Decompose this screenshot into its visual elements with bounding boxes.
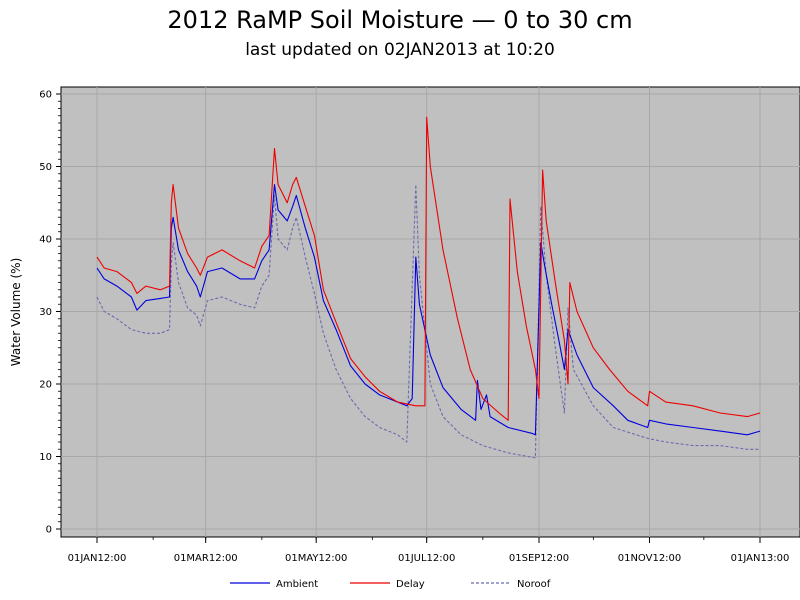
chart-title: 2012 RaMP Soil Moisture — 0 to 30 cm [167, 6, 633, 34]
series-layer [96, 116, 761, 459]
series-line-noroof [96, 184, 760, 459]
y-tick-label: 10 [39, 452, 52, 463]
x-tick-label: 01SEP12:00 [509, 553, 569, 564]
y-axis: 0 10 20 30 40 50 60 [39, 90, 61, 536]
legend-label-delay: Delay [396, 579, 425, 590]
y-tick-label: 20 [39, 380, 52, 391]
legend-label-noroof: Noroof [517, 579, 551, 590]
x-tick-label: 01MAR12:00 [174, 553, 238, 564]
y-tick-label: 30 [39, 307, 52, 318]
y-tick-label: 50 [39, 162, 52, 173]
y-tick-label: 40 [39, 235, 52, 246]
x-tick-label: 01JUL12:00 [398, 553, 455, 564]
y-tick-label: 0 [46, 525, 52, 536]
x-tick-label: 01MAY12:00 [285, 553, 347, 564]
x-tick-label: 01NOV12:00 [618, 553, 682, 564]
legend: Ambient Delay Noroof [230, 579, 551, 590]
y-axis-label: Water Volume (%) [9, 258, 23, 367]
grid-lines [61, 87, 800, 537]
legend-label-ambient: Ambient [276, 579, 318, 590]
chart-subtitle: last updated on 02JAN2013 at 10:20 [245, 40, 555, 60]
x-tick-label: 01JAN12:00 [68, 553, 127, 564]
x-axis: 01JAN12:00 01MAR12:00 01MAY12:00 01JUL12:00… [68, 537, 790, 564]
x-tick-label: 01JAN13:00 [731, 553, 790, 564]
series-line-delay [96, 116, 761, 421]
y-tick-label: 60 [39, 90, 52, 101]
